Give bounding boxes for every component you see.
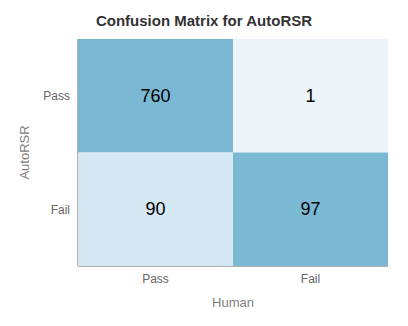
svg-text:Pass: Pass	[142, 272, 169, 286]
svg-text:760: 760	[140, 86, 170, 106]
svg-text:AutoRSR: AutoRSR	[17, 125, 32, 179]
svg-text:1: 1	[305, 86, 315, 106]
svg-text:Pass: Pass	[43, 89, 70, 103]
svg-text:97: 97	[300, 199, 320, 219]
svg-text:Human: Human	[212, 295, 254, 310]
svg-text:Fail: Fail	[301, 272, 320, 286]
html-text:Confusion Matrix for AutoRSR: Confusion Matrix for AutoRSR	[96, 12, 312, 29]
svg-text:Fail: Fail	[51, 203, 70, 217]
svg-text:90: 90	[145, 199, 165, 219]
